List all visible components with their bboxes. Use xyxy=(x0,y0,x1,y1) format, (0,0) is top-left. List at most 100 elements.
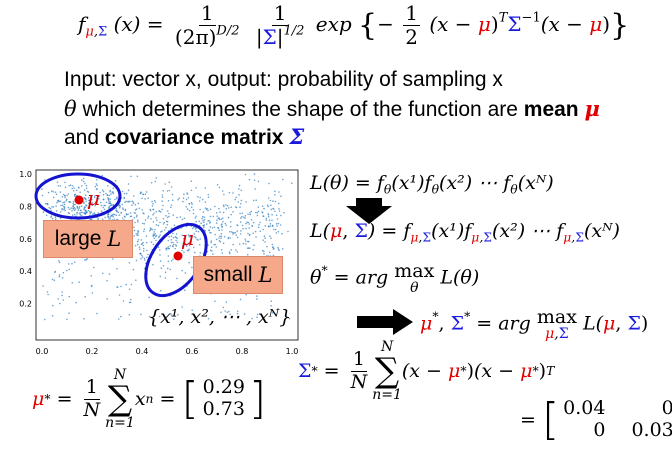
data-point xyxy=(168,181,171,183)
theta: θ xyxy=(310,266,322,289)
data-point xyxy=(199,196,201,199)
data-point xyxy=(84,209,87,212)
data-point xyxy=(84,198,87,200)
data-point xyxy=(91,292,94,294)
data-point xyxy=(271,213,273,216)
data-point xyxy=(181,234,183,237)
data-point xyxy=(234,206,237,208)
data-point xyxy=(162,204,164,207)
data-point xyxy=(96,188,98,190)
sum-symbol: ∑ xyxy=(374,351,400,391)
data-point xyxy=(140,239,143,241)
data-point xyxy=(161,200,163,202)
data-point xyxy=(157,246,160,248)
line3-and: and xyxy=(64,126,105,149)
data-point xyxy=(225,224,227,226)
data-point xyxy=(245,201,247,203)
data-point xyxy=(176,241,179,244)
data-point xyxy=(159,221,161,224)
data-point xyxy=(54,218,57,220)
data-point xyxy=(283,211,285,214)
large-ellipse xyxy=(34,172,122,220)
data-point xyxy=(94,185,97,188)
x-ticks: 0.0 0.2 0.4 0.6 0.8 1.0 xyxy=(36,347,299,356)
data-point xyxy=(251,225,254,227)
large-word: large xyxy=(54,227,102,250)
data-point xyxy=(152,235,154,237)
data-point xyxy=(221,223,223,225)
data-point xyxy=(278,249,280,251)
data-point xyxy=(169,245,171,247)
data-point xyxy=(167,260,170,263)
data-point xyxy=(63,201,66,203)
data-point xyxy=(214,233,216,236)
data-point xyxy=(135,259,138,262)
data-point xyxy=(217,217,220,220)
data-point xyxy=(83,318,85,320)
data-point xyxy=(210,241,212,244)
data-point xyxy=(63,208,65,211)
data-point xyxy=(221,252,224,254)
data-point xyxy=(112,213,115,216)
eq-part: L(θ) xyxy=(434,266,480,289)
data-point xyxy=(238,188,240,190)
data-point xyxy=(239,298,242,301)
comma: , xyxy=(93,24,98,40)
data-point xyxy=(276,225,278,227)
data-point xyxy=(115,214,118,216)
data-point xyxy=(110,215,113,217)
data-point xyxy=(158,315,161,318)
data-point xyxy=(281,248,284,250)
data-point xyxy=(269,251,271,254)
data-point xyxy=(240,189,242,192)
dataset-label: {x¹, x², ⋯ , xᴺ} xyxy=(148,306,292,328)
data-point xyxy=(158,210,160,212)
data-point xyxy=(227,237,229,240)
data-point xyxy=(127,201,129,203)
y-tick-label: 0.4 xyxy=(19,267,32,276)
data-point xyxy=(168,212,170,215)
data-point xyxy=(181,306,183,308)
description-line-1: Input: vector x, output: probability of … xyxy=(64,68,503,91)
data-point xyxy=(189,235,192,238)
data-point xyxy=(125,283,127,286)
data-point xyxy=(134,221,136,224)
data-point xyxy=(172,258,174,260)
data-point xyxy=(185,198,188,201)
data-point xyxy=(157,224,160,227)
data-point xyxy=(110,203,112,205)
data-point xyxy=(137,219,139,221)
data-point xyxy=(236,230,239,232)
data-point xyxy=(130,298,132,301)
data-point xyxy=(220,237,222,240)
data-point xyxy=(143,257,146,260)
data-point xyxy=(267,213,270,216)
data-point xyxy=(247,232,249,235)
data-point xyxy=(222,221,224,223)
data-point xyxy=(116,196,118,198)
data-point xyxy=(214,205,216,208)
data-point xyxy=(136,234,139,236)
data-point xyxy=(170,227,173,230)
data-point xyxy=(259,230,261,233)
data-point xyxy=(279,224,282,226)
data-point xyxy=(218,218,221,221)
data-point xyxy=(153,199,156,202)
data-point xyxy=(209,226,212,228)
data-point xyxy=(225,207,228,210)
data-point xyxy=(167,199,170,202)
data-point xyxy=(274,200,277,203)
data-point xyxy=(229,237,231,239)
data-point xyxy=(153,212,155,215)
data-point xyxy=(60,204,62,207)
data-point xyxy=(230,213,232,216)
data-point xyxy=(226,311,229,313)
data-point xyxy=(270,304,272,307)
data-point xyxy=(182,245,184,247)
data-point xyxy=(54,271,56,273)
data-point xyxy=(118,214,121,216)
right-arrow-icon xyxy=(357,309,413,335)
data-point xyxy=(267,225,270,228)
data-point xyxy=(68,312,70,314)
